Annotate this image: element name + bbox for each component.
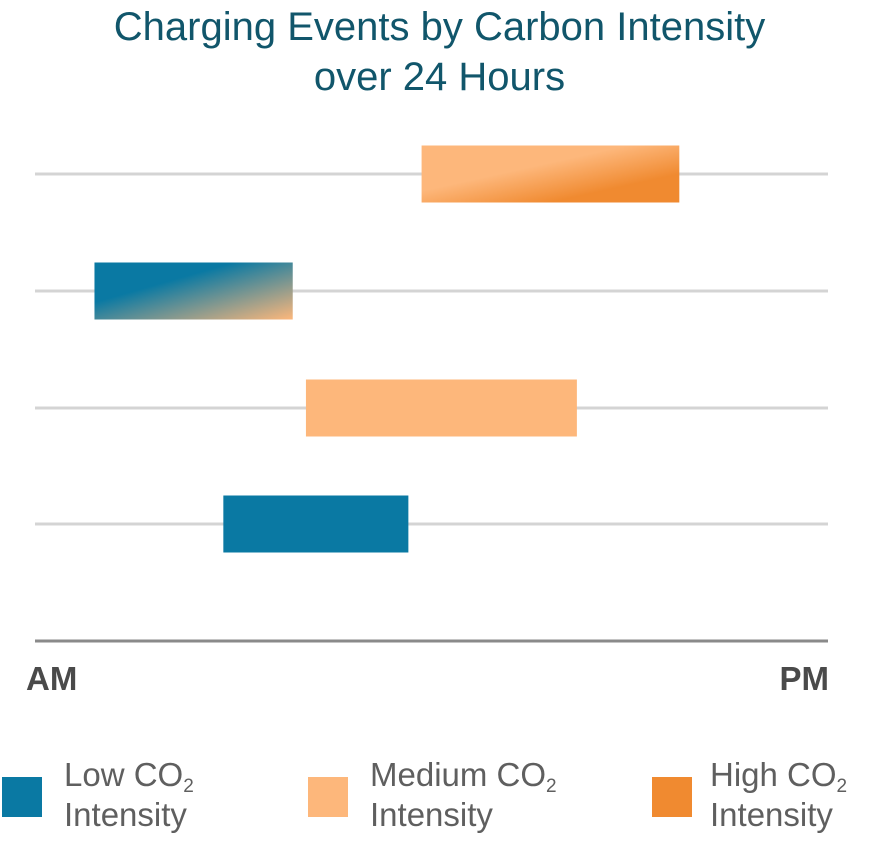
chart-title-line-2: over 24 Hours	[313, 55, 566, 99]
legend-label-high: High CO2 Intensity	[710, 755, 847, 835]
grid-lines	[35, 172, 828, 526]
legend-low-line1: Low CO	[64, 756, 184, 793]
event-bar-1	[421, 145, 680, 203]
event-bar-2	[94, 262, 293, 320]
legend-high-subscript: 2	[836, 776, 848, 797]
legend-medium-line2: Intensity	[370, 796, 493, 833]
chart-title: Charging Events by Carbon Intensity over…	[0, 2, 879, 102]
legend-label-medium: Medium CO2 Intensity	[370, 755, 557, 835]
legend-swatch-high	[652, 777, 692, 817]
legend-medium-subscript: 2	[546, 776, 557, 797]
legend-swatch-low	[2, 777, 42, 817]
event-bar-4	[223, 495, 409, 553]
legend-low-line2: Intensity	[64, 796, 187, 833]
chart-plot	[35, 145, 828, 643]
x-axis-end-label: PM	[779, 660, 830, 697]
legend-swatch-medium	[308, 777, 348, 817]
legend-medium-line1: Medium CO	[370, 756, 547, 793]
legend-low-subscript: 2	[183, 776, 194, 797]
chart-title-line-1: Charging Events by Carbon Intensity	[113, 5, 766, 49]
x-axis-start-label: AM	[26, 660, 78, 697]
event-bars	[94, 145, 680, 553]
legend-label-low: Low CO2 Intensity	[64, 755, 194, 835]
legend-high-line2: Intensity	[710, 796, 833, 833]
legend-high-line1: High CO	[710, 756, 837, 793]
event-bar-3	[305, 379, 577, 437]
